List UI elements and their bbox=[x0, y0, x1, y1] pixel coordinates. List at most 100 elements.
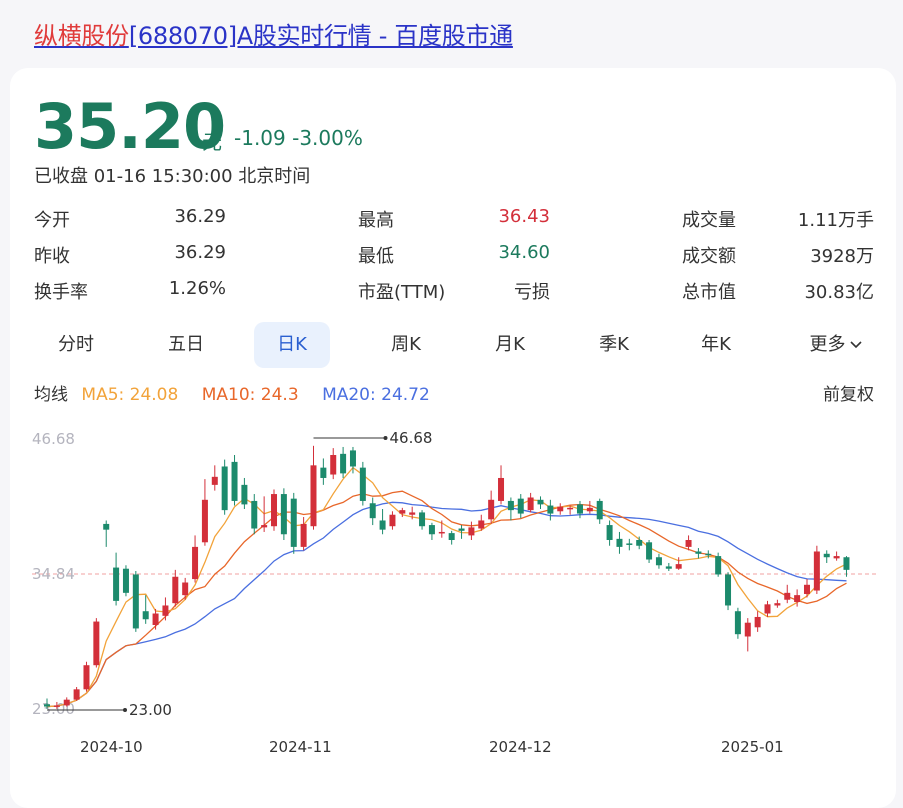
candle bbox=[152, 613, 159, 625]
y-label-high: 46.68 bbox=[32, 430, 75, 448]
candle bbox=[794, 595, 801, 603]
stat-turnover-rate-label: 换手率 bbox=[34, 282, 88, 303]
stat-open-label: 今开 bbox=[34, 210, 70, 231]
ma20-line bbox=[46, 501, 847, 708]
candle bbox=[458, 528, 465, 531]
candle bbox=[428, 525, 435, 535]
adjust-mode-button[interactable]: 前复权 bbox=[823, 385, 874, 405]
candle bbox=[438, 531, 445, 534]
stat-pe-label: 市盈(TTM) bbox=[358, 282, 446, 303]
candle bbox=[715, 556, 722, 575]
candle bbox=[73, 689, 80, 700]
candle bbox=[478, 520, 485, 529]
candle bbox=[320, 467, 327, 478]
x-label-2025-01: 2025-01 bbox=[721, 738, 784, 756]
market-status: 已收盘 01-16 15:30:00 北京时间 bbox=[34, 166, 311, 187]
current-price: 35.20 bbox=[34, 90, 226, 163]
tab-quarterly-k[interactable]: 季K bbox=[599, 334, 629, 355]
candle bbox=[448, 533, 455, 540]
candle bbox=[310, 465, 317, 527]
page-title-rest[interactable]: [688070]A股实时行情 - 百度股市通 bbox=[128, 22, 513, 50]
tab-more[interactable]: 更多 bbox=[788, 322, 884, 368]
tab-five-day[interactable]: 五日 bbox=[168, 334, 204, 355]
ma10-line bbox=[46, 490, 847, 708]
candle bbox=[576, 504, 583, 514]
company-name[interactable]: 纵横股份 bbox=[34, 22, 129, 50]
candle bbox=[586, 507, 593, 512]
candle bbox=[626, 543, 633, 545]
chevron-down-icon bbox=[849, 341, 862, 349]
candle bbox=[409, 512, 416, 515]
tab-monthly-k[interactable]: 月K bbox=[495, 334, 525, 355]
ma10-value: MA10: 24.3 bbox=[201, 385, 299, 405]
change-amount: -1.09 bbox=[234, 126, 286, 150]
candle bbox=[211, 476, 218, 485]
tab-intraday[interactable]: 分时 bbox=[58, 334, 94, 355]
candle bbox=[241, 484, 248, 505]
candle bbox=[280, 494, 287, 535]
stat-low-value: 34.60 bbox=[498, 242, 550, 263]
stat-turnover-amount-value: 3928万 bbox=[810, 246, 874, 267]
candle bbox=[113, 567, 120, 601]
change-percent: -3.00% bbox=[292, 126, 363, 150]
candle bbox=[606, 525, 613, 540]
candle bbox=[705, 553, 712, 556]
candle bbox=[764, 604, 771, 614]
candle bbox=[44, 704, 50, 707]
candle bbox=[271, 494, 278, 527]
candle bbox=[468, 527, 475, 536]
candle bbox=[547, 505, 554, 514]
candle bbox=[261, 525, 268, 528]
ma-title: 均线 bbox=[34, 385, 68, 405]
candle bbox=[379, 520, 386, 530]
page-title[interactable]: 纵横股份[688070]A股实时行情 - 百度股市通 bbox=[34, 16, 513, 51]
stat-turnover-amount-label: 成交额 bbox=[682, 246, 736, 267]
candle bbox=[685, 540, 692, 547]
stat-open-value: 36.29 bbox=[174, 206, 226, 227]
candle bbox=[221, 466, 228, 511]
candle bbox=[290, 498, 297, 547]
candle bbox=[823, 553, 830, 558]
period-tabs: 分时 五日 日K 周K 月K 季K 年K 更多 bbox=[34, 322, 884, 368]
candle bbox=[527, 497, 534, 511]
tab-daily-k[interactable]: 日K bbox=[254, 322, 330, 368]
candle bbox=[192, 546, 199, 580]
candle bbox=[63, 699, 70, 706]
candle bbox=[83, 665, 90, 690]
candle bbox=[251, 500, 258, 529]
candle bbox=[103, 523, 110, 530]
tab-more-label: 更多 bbox=[809, 334, 846, 355]
stat-volume-value: 1.11万手 bbox=[797, 210, 874, 231]
candle bbox=[162, 605, 169, 616]
stat-turnover-rate-value: 1.26% bbox=[168, 278, 226, 299]
stat-high-value: 36.43 bbox=[498, 206, 550, 227]
candle bbox=[142, 611, 149, 620]
stat-pe-value: 亏损 bbox=[514, 282, 550, 303]
x-label-2024-10: 2024-10 bbox=[80, 738, 143, 756]
candle bbox=[596, 500, 603, 520]
stat-volume-label: 成交量 bbox=[682, 210, 736, 231]
candle bbox=[744, 622, 751, 637]
candle bbox=[182, 582, 189, 596]
candle bbox=[359, 467, 366, 501]
candle bbox=[636, 540, 643, 546]
stat-prevclose-value: 36.29 bbox=[174, 242, 226, 263]
candle bbox=[369, 503, 376, 519]
candle bbox=[122, 568, 129, 593]
high-marker-label: 46.68 bbox=[389, 429, 432, 447]
candle bbox=[300, 523, 307, 547]
candle bbox=[843, 557, 850, 570]
stat-prevclose-label: 昨收 bbox=[34, 246, 70, 267]
candle bbox=[132, 574, 139, 629]
ma-legend: 均线 MA5: 24.08 MA10: 24.3 MA20: 24.72 bbox=[34, 380, 430, 405]
low-marker-label: 23.00 bbox=[129, 701, 172, 719]
candle bbox=[813, 551, 820, 591]
candle bbox=[172, 576, 179, 604]
candle bbox=[517, 498, 524, 514]
tab-weekly-k[interactable]: 周K bbox=[391, 334, 421, 355]
candle bbox=[93, 621, 100, 666]
tab-yearly-k[interactable]: 年K bbox=[701, 334, 731, 355]
stat-low-label: 最低 bbox=[358, 246, 394, 267]
candle bbox=[784, 592, 791, 600]
